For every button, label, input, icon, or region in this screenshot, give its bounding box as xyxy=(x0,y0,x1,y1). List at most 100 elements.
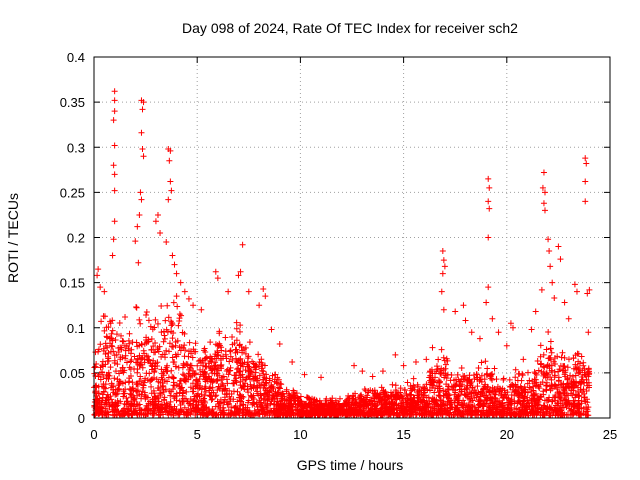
cloud-point xyxy=(561,392,568,399)
cloud-point xyxy=(416,410,423,417)
cloud-point xyxy=(275,384,282,391)
cloud-point xyxy=(138,355,145,362)
data-point xyxy=(486,205,493,212)
cloud-point xyxy=(357,411,364,418)
cloud-point xyxy=(125,345,132,352)
cloud-point xyxy=(150,412,157,419)
data-point xyxy=(468,329,475,336)
data-point xyxy=(438,288,445,295)
cloud-point xyxy=(263,375,270,382)
cloud-point xyxy=(102,385,109,392)
cloud-point xyxy=(120,393,127,400)
cloud-point xyxy=(166,409,173,416)
cloud-point xyxy=(507,383,514,390)
cloud-point xyxy=(576,360,583,367)
cloud-point xyxy=(119,354,126,361)
cloud-point xyxy=(448,383,455,390)
cloud-point xyxy=(234,366,241,373)
cloud-point xyxy=(233,325,240,332)
cloud-point xyxy=(186,339,193,346)
cloud-point xyxy=(185,348,192,355)
cloud-point xyxy=(185,400,192,407)
cloud-point xyxy=(559,349,566,356)
cloud-point xyxy=(582,411,589,418)
cloud-point xyxy=(286,409,293,416)
data-point xyxy=(584,290,591,297)
cloud-point xyxy=(578,353,585,360)
cloud-point xyxy=(233,411,240,418)
data-point xyxy=(392,351,399,358)
cloud-point xyxy=(540,351,547,358)
cloud-point xyxy=(507,409,514,416)
cloud-point xyxy=(437,397,444,404)
cloud-point xyxy=(313,397,320,404)
cloud-point xyxy=(470,372,477,379)
cloud-point xyxy=(439,410,446,417)
cloud-point xyxy=(580,386,587,393)
cloud-point xyxy=(143,311,150,318)
cloud-point xyxy=(107,334,114,341)
cloud-point xyxy=(169,354,176,361)
cloud-point xyxy=(108,380,115,387)
cloud-point xyxy=(244,407,251,414)
cloud-point xyxy=(213,392,220,399)
cloud-point xyxy=(163,400,170,407)
cloud-point xyxy=(160,389,167,396)
cloud-point xyxy=(237,368,244,375)
data-point xyxy=(268,326,275,333)
cloud-point xyxy=(148,346,155,353)
data-point xyxy=(507,320,514,327)
cloud-point xyxy=(207,393,214,400)
cloud-point xyxy=(216,342,223,349)
data-point xyxy=(301,371,308,378)
cloud-point xyxy=(214,398,221,405)
cloud-point xyxy=(437,405,444,412)
cloud-point xyxy=(235,357,242,364)
cloud-point xyxy=(224,401,231,408)
cloud-point xyxy=(394,392,401,399)
cloud-point xyxy=(566,384,573,391)
data-point xyxy=(111,218,118,225)
data-point xyxy=(318,374,325,381)
cloud-point xyxy=(286,397,293,404)
data-point xyxy=(94,272,101,279)
cloud-point xyxy=(524,380,531,387)
cloud-point xyxy=(102,351,109,358)
cloud-point xyxy=(203,412,210,419)
cloud-point xyxy=(152,402,159,409)
cloud-point xyxy=(247,381,254,388)
cloud-point xyxy=(109,327,116,334)
cloud-point xyxy=(199,362,206,369)
y-tick-label: 0.4 xyxy=(67,50,85,65)
cloud-point xyxy=(222,334,229,341)
cloud-point xyxy=(173,293,180,300)
cloud-point xyxy=(516,406,523,413)
cloud-point xyxy=(267,400,274,407)
cloud-point xyxy=(488,371,495,378)
cloud-point xyxy=(133,303,140,310)
cloud-point xyxy=(381,389,388,396)
cloud-point xyxy=(388,392,395,399)
y-tick-label: 0 xyxy=(78,411,85,426)
cloud-point xyxy=(460,373,467,380)
cloud-point xyxy=(541,412,548,419)
cloud-point xyxy=(95,346,102,353)
cloud-point xyxy=(367,401,374,408)
y-tick-label: 0.35 xyxy=(60,95,85,110)
cloud-point xyxy=(116,378,123,385)
data-point xyxy=(582,178,589,185)
cloud-point xyxy=(512,366,519,373)
cloud-point xyxy=(251,373,258,380)
data-point xyxy=(439,248,446,255)
cloud-point xyxy=(585,379,592,386)
cloud-point xyxy=(442,361,449,368)
cloud-point xyxy=(148,335,155,342)
cloud-point xyxy=(113,351,120,358)
cloud-point xyxy=(111,375,118,382)
cloud-point xyxy=(520,398,527,405)
cloud-point xyxy=(162,317,169,324)
cloud-point xyxy=(519,372,526,379)
cloud-point xyxy=(276,404,283,411)
cloud-point xyxy=(133,388,140,395)
cloud-point xyxy=(171,403,178,410)
